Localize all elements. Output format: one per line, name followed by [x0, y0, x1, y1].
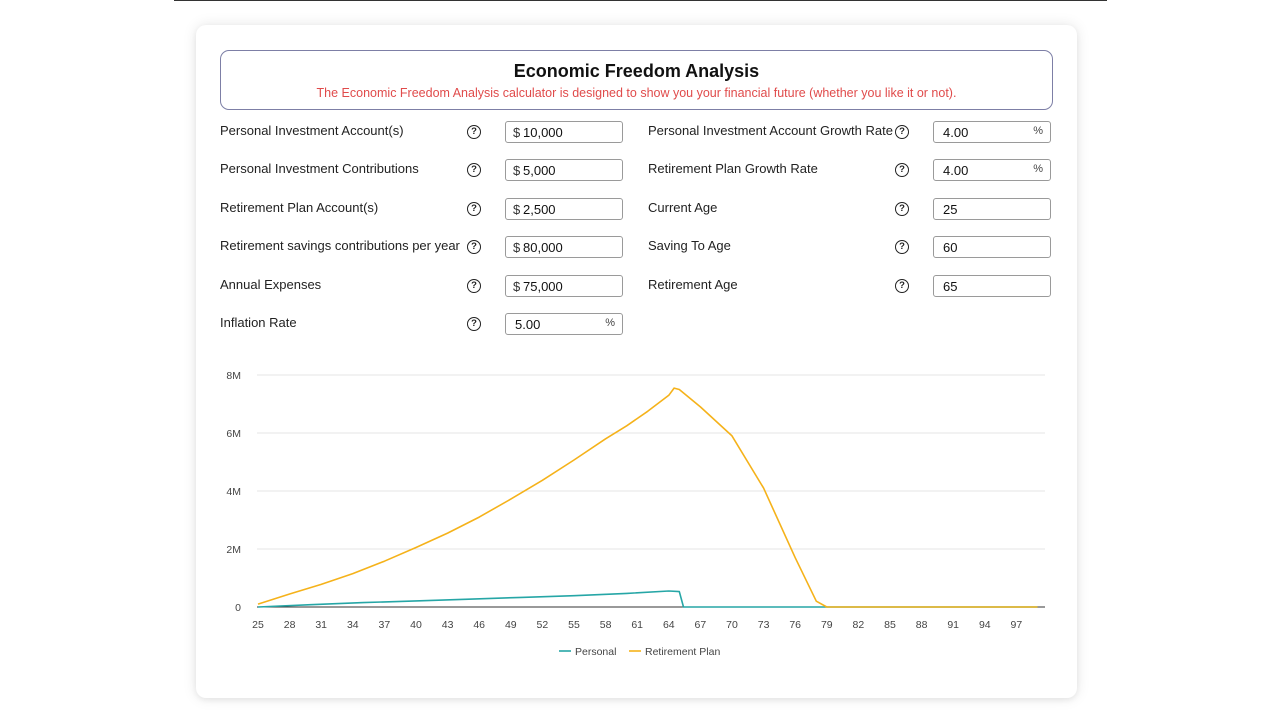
retirement-age-help-icon[interactable]: ? [895, 278, 909, 293]
projection-chart: 0 2M 4M 6M 8M 25 28 31 34 37 40 43 46 49 52 55 58 61 64 67… [226, 370, 1045, 658]
x-tick-label: 43 [442, 619, 454, 631]
saving-to-age-help-icon[interactable]: ? [895, 240, 909, 255]
personal-investment-account-s-value: 10,000 [523, 125, 563, 140]
retirement-plan-account-s-help-icon[interactable]: ? [467, 201, 481, 216]
inflation-rate-label: Inflation Rate [220, 315, 297, 330]
x-tick-label: 94 [979, 619, 991, 631]
retirement-age-input[interactable]: 65 [933, 274, 1051, 297]
inflation-rate-input[interactable]: 5.00% [505, 313, 623, 335]
currency-prefix: $ [513, 240, 521, 256]
personal-investment-account-growth-rate-help-icon[interactable]: ? [895, 125, 909, 139]
retirement-age-value: 65 [943, 278, 958, 294]
x-tick-label: 31 [315, 619, 327, 631]
current-age-label: Current Age [648, 199, 718, 215]
annual-expenses-input[interactable]: $75,000 [505, 274, 623, 297]
y-tick-label: 8M [226, 370, 241, 382]
header-box: Economic Freedom Analysis The Economic F… [220, 50, 1053, 110]
legend-label-retirement-plan[interactable]: Retirement Plan [645, 646, 720, 658]
x-tick-label: 34 [347, 619, 359, 631]
x-tick-label: 58 [600, 619, 612, 631]
percent-suffix: % [1033, 125, 1043, 137]
retirement-plan-growth-rate-label: Retirement Plan Growth Rate [648, 161, 818, 177]
annual-expenses-label: Annual Expenses [220, 276, 322, 292]
currency-prefix: $ [513, 125, 521, 140]
legend-label-personal[interactable]: Personal [575, 646, 616, 658]
annual-expenses-value: 75,000 [523, 278, 563, 294]
chart-lines [257, 387, 1038, 608]
current-age-input[interactable]: 25 [933, 197, 1051, 220]
calculator-card: Economic Freedom Analysis The Economic F… [196, 25, 1077, 698]
personal-series-line [257, 590, 1038, 608]
saving-to-age-input[interactable]: 60 [933, 236, 1051, 259]
percent-suffix: % [605, 317, 615, 329]
personal-investment-account-growth-rate-label: Personal Investment Account Growth Rate [648, 123, 893, 138]
chart-legend: Personal Retirement Plan [559, 646, 720, 658]
x-tick-label: 79 [821, 619, 833, 631]
current-age-help-icon[interactable]: ? [895, 201, 909, 216]
y-tick-label: 6M [226, 428, 241, 440]
personal-investment-contributions-help-icon[interactable]: ? [467, 163, 481, 178]
personal-investment-account-growth-rate-value: 4.00 [943, 125, 969, 140]
x-tick-label: 97 [1011, 619, 1023, 631]
page-title: Economic Freedom Analysis [513, 61, 760, 81]
annual-expenses-help-icon[interactable]: ? [467, 278, 481, 293]
x-tick-label: 64 [663, 619, 675, 631]
inflation-rate-help-icon[interactable]: ? [467, 317, 481, 331]
x-tick-label: 67 [695, 619, 707, 631]
retirement-age-label: Retirement Age [648, 276, 738, 292]
currency-prefix: $ [513, 163, 521, 179]
currency-prefix: $ [513, 201, 521, 217]
personal-investment-account-growth-rate-input[interactable]: 4.00% [933, 121, 1051, 143]
retirement-plan-account-s-label: Retirement Plan Account(s) [220, 199, 379, 215]
retirement-savings-contributions-per-year-value: 80,000 [523, 240, 563, 256]
retirement-plan-growth-rate-value: 4.00 [943, 163, 969, 179]
inflation-rate-value: 5.00 [515, 317, 541, 332]
x-tick-label: 85 [884, 619, 896, 631]
retirement-savings-contributions-per-year-help-icon[interactable]: ? [467, 240, 481, 255]
saving-to-age-value: 60 [943, 240, 958, 256]
saving-to-age-label: Saving To Age [648, 238, 731, 254]
x-tick-label: 76 [789, 619, 801, 631]
x-tick-label: 91 [947, 619, 959, 631]
page-subtitle: The Economic Freedom Analysis calculator… [316, 86, 957, 100]
x-tick-label: 25 [252, 619, 264, 631]
personal-investment-account-s-help-icon[interactable]: ? [467, 125, 481, 139]
retirement-plan-series-line [257, 387, 1038, 608]
retirement-plan-growth-rate-input[interactable]: 4.00% [933, 159, 1051, 182]
top-divider [174, 0, 1107, 1]
y-tick-label: 4M [226, 486, 241, 498]
x-tick-label: 49 [505, 619, 517, 631]
x-tick-label: 37 [379, 619, 391, 631]
x-tick-label: 55 [568, 619, 580, 631]
x-tick-label: 46 [473, 619, 485, 631]
retirement-savings-contributions-per-year-label: Retirement savings contributions per yea… [220, 238, 460, 254]
x-tick-label: 28 [284, 619, 296, 631]
current-age-value: 25 [943, 201, 958, 217]
retirement-savings-contributions-per-year-input[interactable]: $80,000 [505, 236, 623, 259]
y-axis-ticks: 0 2M 4M 6M 8M [226, 370, 241, 614]
retirement-plan-growth-rate-help-icon[interactable]: ? [895, 163, 909, 178]
y-tick-label: 2M [226, 544, 241, 556]
personal-investment-contributions-value: 5,000 [523, 163, 556, 179]
personal-investment-account-s-input[interactable]: $10,000 [505, 121, 623, 143]
percent-suffix: % [1033, 163, 1043, 176]
x-tick-label: 73 [758, 619, 770, 631]
x-tick-label: 88 [916, 619, 928, 631]
x-axis-ticks: 25 28 31 34 37 40 43 46 49 52 55 58 61 64 67 70 73 76 79 82… [252, 619, 1022, 631]
x-tick-label: 40 [410, 619, 422, 631]
retirement-plan-account-s-value: 2,500 [523, 201, 556, 217]
personal-investment-contributions-input[interactable]: $5,000 [505, 159, 623, 182]
x-tick-label: 70 [726, 619, 738, 631]
personal-investment-contributions-label: Personal Investment Contributions [220, 161, 419, 177]
retirement-plan-account-s-input[interactable]: $2,500 [505, 197, 623, 220]
currency-prefix: $ [513, 278, 521, 294]
x-tick-label: 61 [631, 619, 643, 631]
personal-investment-account-s-label: Personal Investment Account(s) [220, 123, 404, 138]
x-tick-label: 82 [853, 619, 865, 631]
y-tick-label: 0 [235, 602, 241, 614]
x-tick-label: 52 [537, 619, 549, 631]
